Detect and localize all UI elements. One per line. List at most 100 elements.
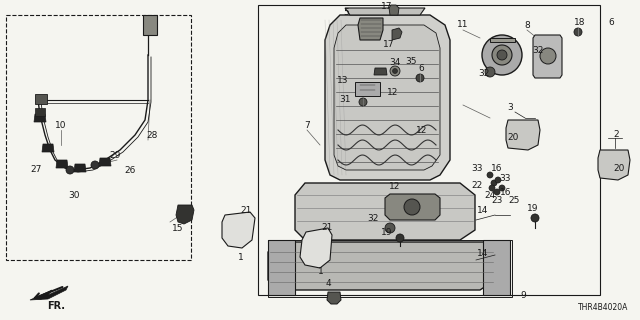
Text: 18: 18 [574,18,586,27]
Text: 26: 26 [124,165,136,174]
Text: 6: 6 [608,18,614,27]
Polygon shape [334,25,440,170]
Text: 27: 27 [30,164,42,173]
Polygon shape [327,292,341,304]
Bar [35,108,45,116]
Polygon shape [325,15,450,180]
Text: 35: 35 [405,57,417,66]
Polygon shape [374,68,387,75]
Circle shape [396,234,404,242]
Text: 8: 8 [524,20,530,29]
Polygon shape [30,286,68,300]
Bar [6,15,191,260]
Polygon shape [358,18,383,40]
Polygon shape [598,150,630,180]
Circle shape [489,185,495,191]
Circle shape [574,28,582,36]
Text: 25: 25 [508,196,520,204]
Polygon shape [389,5,399,15]
Circle shape [495,177,501,183]
Polygon shape [533,35,562,78]
Text: 31: 31 [339,94,351,103]
Polygon shape [56,160,68,168]
Text: 13: 13 [337,76,349,84]
Text: FR.: FR. [47,301,65,311]
Text: 10: 10 [55,121,67,130]
Polygon shape [222,212,255,248]
Text: 2: 2 [613,130,619,139]
Text: 20: 20 [613,164,625,172]
Circle shape [540,48,556,64]
Polygon shape [268,242,495,290]
Text: 16: 16 [500,188,512,196]
Text: 15: 15 [172,223,184,233]
Text: 11: 11 [457,20,468,28]
Circle shape [531,214,539,222]
Text: 29: 29 [109,150,121,159]
Circle shape [491,180,497,186]
Text: 21: 21 [240,205,252,214]
Text: 22: 22 [472,180,483,189]
Circle shape [390,66,400,76]
Text: 24: 24 [484,190,495,199]
Text: 12: 12 [416,125,428,134]
Circle shape [497,50,507,60]
Circle shape [91,161,99,169]
Bar [490,38,515,42]
Circle shape [404,199,420,215]
Text: 4: 4 [325,279,331,289]
Text: 32: 32 [367,213,379,222]
Text: 28: 28 [147,131,157,140]
Text: 16: 16 [492,164,503,172]
Text: 14: 14 [477,205,489,214]
Circle shape [482,35,522,75]
Text: 33: 33 [499,173,511,182]
Circle shape [485,67,495,77]
Polygon shape [392,28,402,40]
Circle shape [392,68,397,74]
Circle shape [359,98,367,106]
Polygon shape [74,164,86,172]
Polygon shape [295,183,475,240]
Text: 7: 7 [304,121,310,130]
Circle shape [492,45,512,65]
Polygon shape [385,194,440,220]
Polygon shape [506,120,540,150]
Circle shape [487,172,493,178]
Circle shape [66,166,74,174]
Polygon shape [42,144,54,152]
Text: 12: 12 [387,87,399,97]
Circle shape [416,74,424,82]
Polygon shape [345,8,425,15]
Polygon shape [176,205,194,224]
Text: 9: 9 [520,291,526,300]
Bar [35,94,47,104]
Text: 21: 21 [321,222,333,231]
Circle shape [499,185,505,191]
Circle shape [494,189,500,195]
Text: 1: 1 [238,253,244,262]
Text: 23: 23 [492,196,502,204]
Polygon shape [99,158,111,166]
Text: 19: 19 [527,204,539,212]
Text: 5: 5 [343,7,349,17]
Text: THR4B4020A: THR4B4020A [578,303,628,312]
Text: 17: 17 [381,2,393,11]
Text: 20: 20 [508,132,518,141]
Text: 33: 33 [471,164,483,172]
Text: 32: 32 [532,45,544,54]
Text: 32: 32 [478,68,490,77]
Polygon shape [483,240,510,295]
Circle shape [385,223,395,233]
Text: 3: 3 [507,102,513,111]
Text: 12: 12 [389,181,401,190]
Bar [268,240,512,297]
Polygon shape [34,114,46,122]
Bar [258,5,600,295]
Text: 1: 1 [318,268,324,276]
Text: 30: 30 [68,190,80,199]
Polygon shape [300,228,332,268]
Text: 17: 17 [383,39,395,49]
Bar [355,82,380,96]
Polygon shape [268,240,295,295]
